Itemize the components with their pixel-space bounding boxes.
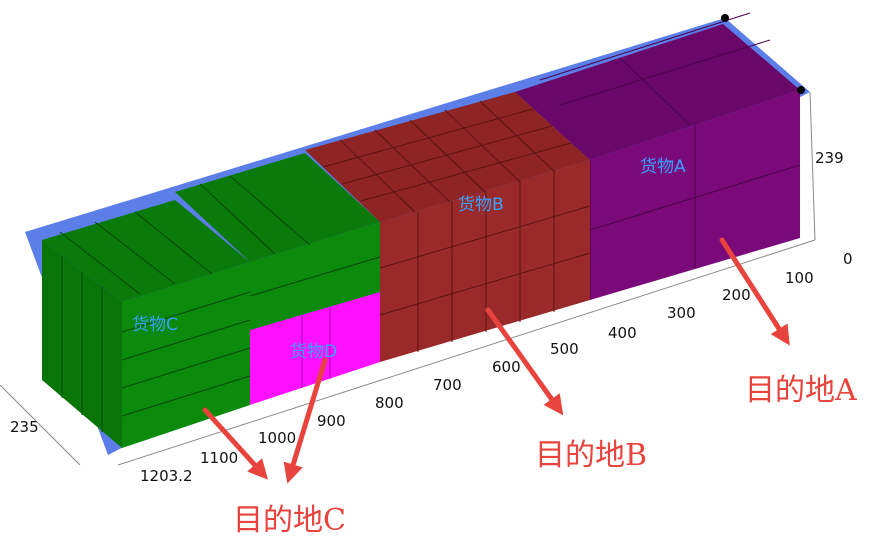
tick-label: 300: [667, 304, 696, 322]
tick-label: 200: [722, 286, 751, 304]
tick-label: 1000: [258, 429, 296, 447]
cargo-a-label: 货物A: [640, 157, 686, 177]
tick-label: 800: [375, 394, 404, 412]
cargo-c-upper-top: [175, 153, 380, 262]
destination-c-label: 目的地C: [233, 503, 346, 538]
arrow-a: [719, 237, 790, 346]
tick-label: 400: [608, 324, 637, 342]
cargo-c-label: 货物C: [132, 315, 178, 335]
cargo-d-block: [250, 292, 380, 405]
tick-label: 700: [433, 376, 462, 394]
tick-label: 500: [550, 340, 579, 358]
cargo-b-block: [305, 92, 591, 362]
arrow-b: [485, 307, 564, 416]
cargo-c-block: [42, 153, 381, 448]
cargo-b-label: 货物B: [458, 195, 504, 215]
height-zero-label: 0: [843, 250, 853, 268]
arrow-c: [202, 407, 269, 480]
cargo-a-block: [515, 12, 801, 300]
tick-label: 900: [317, 412, 346, 430]
cargo-a-top: [515, 24, 800, 160]
tick-label: 1100: [200, 449, 238, 467]
corner-point-right: [797, 86, 805, 94]
cargo-d-front: [250, 292, 380, 405]
arrow-d: [283, 357, 328, 484]
tick-label: 600: [492, 358, 521, 376]
cargo-b-top: [305, 92, 590, 222]
cargo-b-front: [380, 160, 590, 362]
height-top-label: 239: [815, 149, 844, 167]
tick-label: 100: [785, 269, 814, 287]
corner-point-top: [721, 14, 729, 22]
cargo-c-front: [122, 262, 250, 448]
destination-b-label: 目的地B: [535, 438, 647, 473]
cargo-c-top: [42, 200, 250, 302]
length-axis: 100 200 300 400 500 600 700 800 900 1000…: [140, 269, 814, 485]
width-label: 235: [10, 418, 39, 436]
destination-a-label: 目的地A: [745, 373, 857, 408]
cargo-d-label: 货物D: [290, 342, 337, 362]
tick-label: 1203.2: [140, 467, 193, 485]
container-frame: [0, 91, 816, 466]
